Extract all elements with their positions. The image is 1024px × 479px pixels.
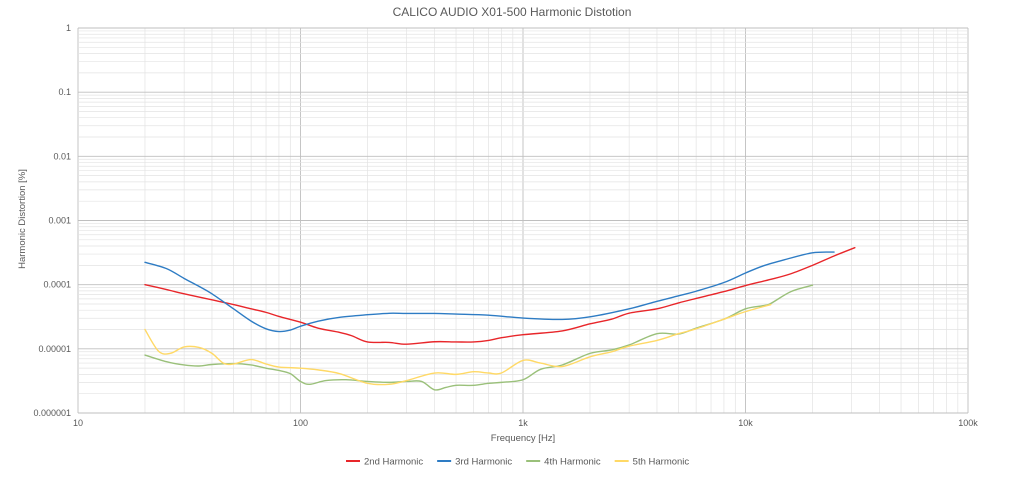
x-tick-label: 100k (958, 418, 978, 428)
x-axis-title: Frequency [Hz] (491, 433, 555, 444)
y-tick-label: 1 (66, 23, 71, 33)
x-tick-label: 100 (293, 418, 308, 428)
legend-label-3rd-harmonic: 3rd Harmonic (455, 457, 512, 468)
series-line-2nd-harmonic (144, 246, 856, 345)
tick-labels: 10 100 1k 10k 100k 1 0.1 0.01 0.001 0.0001 0.00001… (33, 23, 978, 428)
legend-label-4th-harmonic: 4th Harmonic (544, 457, 601, 468)
y-tick-label: 0.1 (58, 87, 71, 97)
legend: 2nd Harmonic 3rd Harmonic 4th Harmonic 5th … (346, 457, 689, 468)
series-line-5th-harmonic (144, 303, 772, 386)
y-tick-label: 0.01 (53, 151, 71, 161)
legend-label-2nd-harmonic: 2nd Harmonic (364, 457, 423, 468)
y-tick-label: 0.00001 (38, 344, 71, 354)
y-tick-label: 0.000001 (33, 408, 71, 418)
x-tick-label: 1k (518, 418, 528, 428)
y-axis-title: Harmonic Distortion [%] (17, 169, 28, 269)
y-tick-label: 0.0001 (43, 280, 71, 290)
x-tick-label: 10k (738, 418, 753, 428)
legend-label-5th-harmonic: 5th Harmonic (633, 457, 690, 468)
y-tick-label: 0.001 (48, 216, 71, 226)
grid (77, 27, 969, 414)
series-line-3rd-harmonic (144, 251, 835, 333)
x-tick-label: 10 (73, 418, 83, 428)
series-lines (144, 246, 856, 391)
chart-title: CALICO AUDIO X01-500 Harmonic Distotion (393, 5, 632, 19)
